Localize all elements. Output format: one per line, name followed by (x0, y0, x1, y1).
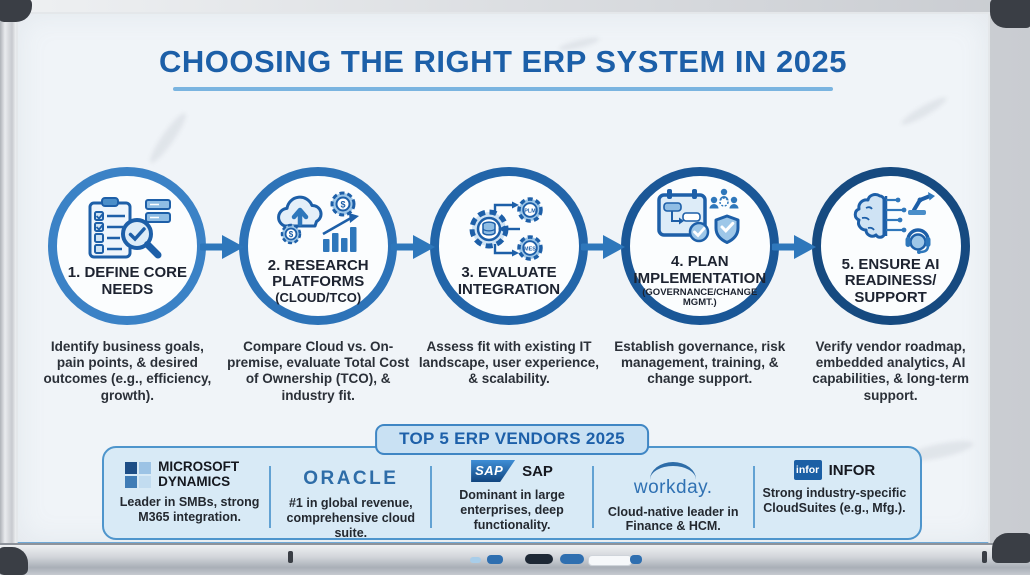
frame-corner-cap (992, 533, 1030, 563)
step-title: 5. ENSURE AI READINESS/ SUPPORT (841, 256, 940, 306)
vendors-panel: TOP 5 ERP VENDORS 2025 MICROSOFT DYNAMIC… (102, 424, 922, 540)
step-plan-implementation: 4. PLAN IMPLEMENTATION (GOVERNANCE/CHANG… (604, 167, 795, 404)
page-title: CHOOSING THE RIGHT ERP SYSTEM IN 2025 (158, 44, 847, 79)
step-circle: 4. PLAN IMPLEMENTATION (GOVERNANCE/CHANG… (620, 167, 779, 325)
title-underline (173, 87, 833, 91)
vendor-description: Strong industry-specific CloudSuites (e.… (762, 486, 907, 515)
step-title: 2. RESEARCH PLATFORMS (267, 256, 369, 290)
integration-gears-icon: PLM MES (469, 197, 543, 262)
arrow-right-icon (581, 235, 626, 259)
divider (430, 466, 433, 528)
ai-brain-support-icon (853, 192, 935, 255)
workday-wordmark: workday. (633, 476, 713, 498)
step-circle: 5. ENSURE AI READINESS/ SUPPORT (811, 167, 970, 325)
vendor-description: #1 in global revenue, comprehensive clou… (286, 496, 416, 540)
divider (591, 466, 594, 528)
step-description: Assess fit with existing IT landscape, u… (418, 339, 600, 387)
marker-tray (0, 543, 1030, 575)
cloud-cost-chart-icon: $ $ (277, 191, 360, 252)
step-circle: PLM MES 3. EVALUATE INTEGRATION (429, 167, 588, 325)
arrow-right-icon (390, 235, 435, 259)
vendor-description: Dominant in large enterprises, deep func… (459, 488, 565, 532)
vendor-microsoft-dynamics: MICROSOFT DYNAMICS Leader in SMBs, stron… (110, 459, 269, 534)
vendor-name: MICROSOFT DYNAMICS (158, 459, 240, 489)
step-evaluate-integration: PLM MES 3. EVALUATE INTEGRATION Assess f… (414, 167, 605, 404)
step-research-platforms: $ $ 2. RESEARCH PLATFORMS ( (223, 167, 414, 404)
vendor-workday: workday. Cloud-native leader in Finance … (594, 460, 753, 534)
calendar-governance-shield-icon (657, 189, 740, 245)
vendor-name: SAP (522, 462, 553, 480)
vendor-sap: SAP SAP Dominant in large enterprises, d… (432, 460, 591, 534)
marker (525, 554, 553, 564)
marker (588, 555, 632, 566)
arrow-right-icon (772, 235, 817, 259)
step-circle: $ $ 2. RESEARCH PLATFORMS ( (239, 167, 398, 325)
frame-corner-cap (990, 0, 1030, 28)
whiteboard-surface: CHOOSING THE RIGHT ERP SYSTEM IN 2025 (16, 12, 990, 545)
checklist-magnifier-icon (88, 197, 172, 259)
step-title: 3. EVALUATE INTEGRATION (457, 264, 561, 298)
marker-tip (630, 555, 642, 564)
svg-text:PLM: PLM (524, 209, 536, 215)
vendor-description: Cloud-native leader in Finance & HCM. (607, 504, 739, 534)
vendor-oracle: ORACLE #1 in global revenue, comprehensi… (271, 460, 430, 540)
workday-arc-icon (650, 462, 697, 480)
step-title: 1. DEFINE CORE NEEDS (67, 264, 187, 298)
smudge (145, 109, 191, 167)
step-description: Identify business goals, pain points, & … (43, 339, 212, 403)
marker (487, 555, 503, 564)
vendor-description: Leader in SMBs, strong M365 integration. (119, 495, 260, 524)
svg-text:$: $ (341, 199, 346, 209)
process-steps: 1. DEFINE CORE NEEDS Identify business g… (32, 167, 986, 404)
microsoft-squares-logo (125, 461, 152, 488)
divider (269, 466, 272, 528)
step-subtitle: (GOVERNANCE/CHANGE MGMT.) (642, 286, 758, 309)
marker (560, 554, 584, 564)
svg-text:MES: MES (524, 247, 536, 253)
vendor-name: INFOR (828, 461, 876, 479)
divider (752, 466, 755, 528)
step-description: Establish governance, risk management, t… (614, 339, 786, 387)
smudge (898, 93, 950, 129)
step-title: 4. PLAN IMPLEMENTATION (633, 253, 767, 287)
step-description: Verify vendor roadmap, embedded analytic… (812, 339, 969, 403)
step-subtitle: (CLOUD/TCO) (275, 290, 362, 306)
arrow-right-icon (199, 235, 244, 259)
step-description: Compare Cloud vs. On-premise, evaluate T… (227, 339, 410, 403)
tray-bracket (982, 551, 987, 563)
tray-bracket (288, 551, 293, 563)
infor-logo: infor (793, 460, 822, 480)
svg-text:$: $ (289, 230, 294, 239)
vendors-badge: TOP 5 ERP VENDORS 2025 (375, 424, 649, 455)
marker-cap (470, 557, 481, 563)
oracle-wordmark: ORACLE (303, 468, 399, 489)
step-ensure-ai-readiness: 5. ENSURE AI READINESS/ SUPPORT Verify v… (795, 167, 986, 404)
frame-corner-cap (0, 547, 28, 575)
frame-corner-cap (0, 0, 32, 22)
vendor-infor: infor INFOR Strong industry-specific Clo… (755, 460, 914, 534)
step-circle: 1. DEFINE CORE NEEDS (48, 167, 207, 325)
vendors-row: MICROSOFT DYNAMICS Leader in SMBs, stron… (104, 448, 920, 540)
sap-logo: SAP (471, 460, 516, 482)
step-define-core-needs: 1. DEFINE CORE NEEDS Identify business g… (32, 167, 223, 404)
